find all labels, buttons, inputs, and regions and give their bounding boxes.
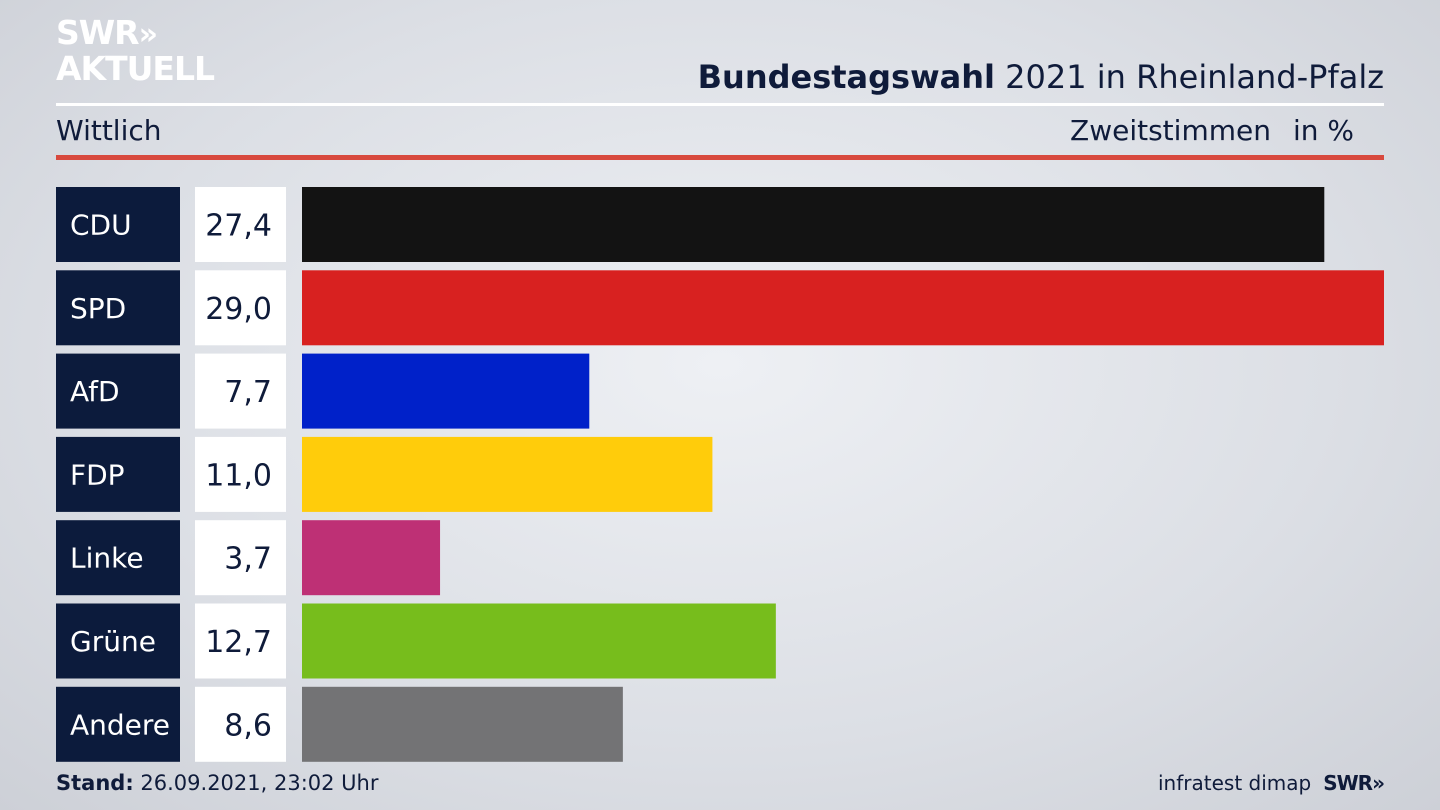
- value-box-fdp: [195, 436, 286, 512]
- bar-afd: [302, 353, 590, 429]
- party-label-gr-ne: Grüne: [70, 625, 156, 658]
- bar-spd: [302, 270, 1384, 346]
- header-divider: [56, 103, 1384, 106]
- measure-name: Zweitstimmen: [1070, 114, 1271, 147]
- value-box-andere: [195, 686, 286, 762]
- logo-text-swr: SWR: [56, 13, 140, 52]
- value-label-gr-ne: 12,7: [205, 625, 272, 660]
- swr-footer-logo: SWR»: [1323, 771, 1385, 795]
- bar-andere: [302, 686, 623, 762]
- bar-gr-ne: [302, 603, 776, 679]
- accent-divider: [56, 155, 1384, 160]
- unit-label: in %: [1292, 114, 1354, 147]
- bar-fdp: [302, 436, 713, 512]
- value-box-afd: [195, 353, 286, 429]
- page-title: Bundestagswahl 2021 in Rheinland-Pfalz: [698, 58, 1384, 96]
- swr-footer-text: SWR: [1323, 771, 1373, 795]
- party-label-cdu: CDU: [70, 209, 132, 242]
- party-label-box-afd: [56, 353, 180, 429]
- stand-label: Stand:: [56, 771, 134, 795]
- party-label-box-andere: [56, 686, 180, 762]
- value-box-linke: [195, 520, 286, 596]
- party-label-linke: Linke: [70, 542, 144, 575]
- party-label-box-fdp: [56, 436, 180, 512]
- party-label-afd: AfD: [70, 375, 120, 408]
- value-label-cdu: 27,4: [205, 209, 272, 244]
- party-label-spd: SPD: [70, 292, 126, 325]
- value-label-andere: 8,6: [224, 708, 272, 743]
- value-label-fdp: 11,0: [205, 458, 272, 493]
- value-label-afd: 7,7: [224, 375, 272, 410]
- party-label-andere: Andere: [70, 708, 170, 741]
- measure-label: Zweitstimmen in %: [1070, 114, 1354, 147]
- value-box-gr-ne: [195, 603, 286, 679]
- title-bold: Bundestagswahl: [697, 58, 995, 96]
- swr-chevron-icon: »: [1372, 771, 1385, 795]
- value-box-cdu: [195, 187, 286, 262]
- source-label: infratest dimap: [1158, 771, 1312, 795]
- swr-aktuell-logo: SWR» AKTUELL: [56, 13, 215, 88]
- party-label-box-gr-ne: [56, 603, 180, 679]
- stand-value: 26.09.2021, 23:02 Uhr: [133, 771, 379, 795]
- bar-linke: [302, 520, 441, 596]
- title-rest: 2021 in Rheinland-Pfalz: [995, 58, 1384, 96]
- value-label-linke: 3,7: [224, 542, 272, 577]
- timestamp: Stand: 26.09.2021, 23:02 Uhr: [56, 771, 379, 795]
- party-label-box-cdu: [56, 187, 180, 262]
- source-credit: infratest dimap SWR»: [1158, 771, 1385, 795]
- party-label-box-spd: [56, 270, 180, 346]
- party-label-fdp: FDP: [70, 458, 125, 491]
- bar-cdu: [302, 187, 1325, 262]
- party-label-box-linke: [56, 520, 180, 596]
- logo-text-aktuell: AKTUELL: [56, 49, 215, 88]
- region-label: Wittlich: [56, 114, 162, 147]
- value-box-spd: [195, 270, 286, 346]
- value-label-spd: 29,0: [205, 292, 272, 327]
